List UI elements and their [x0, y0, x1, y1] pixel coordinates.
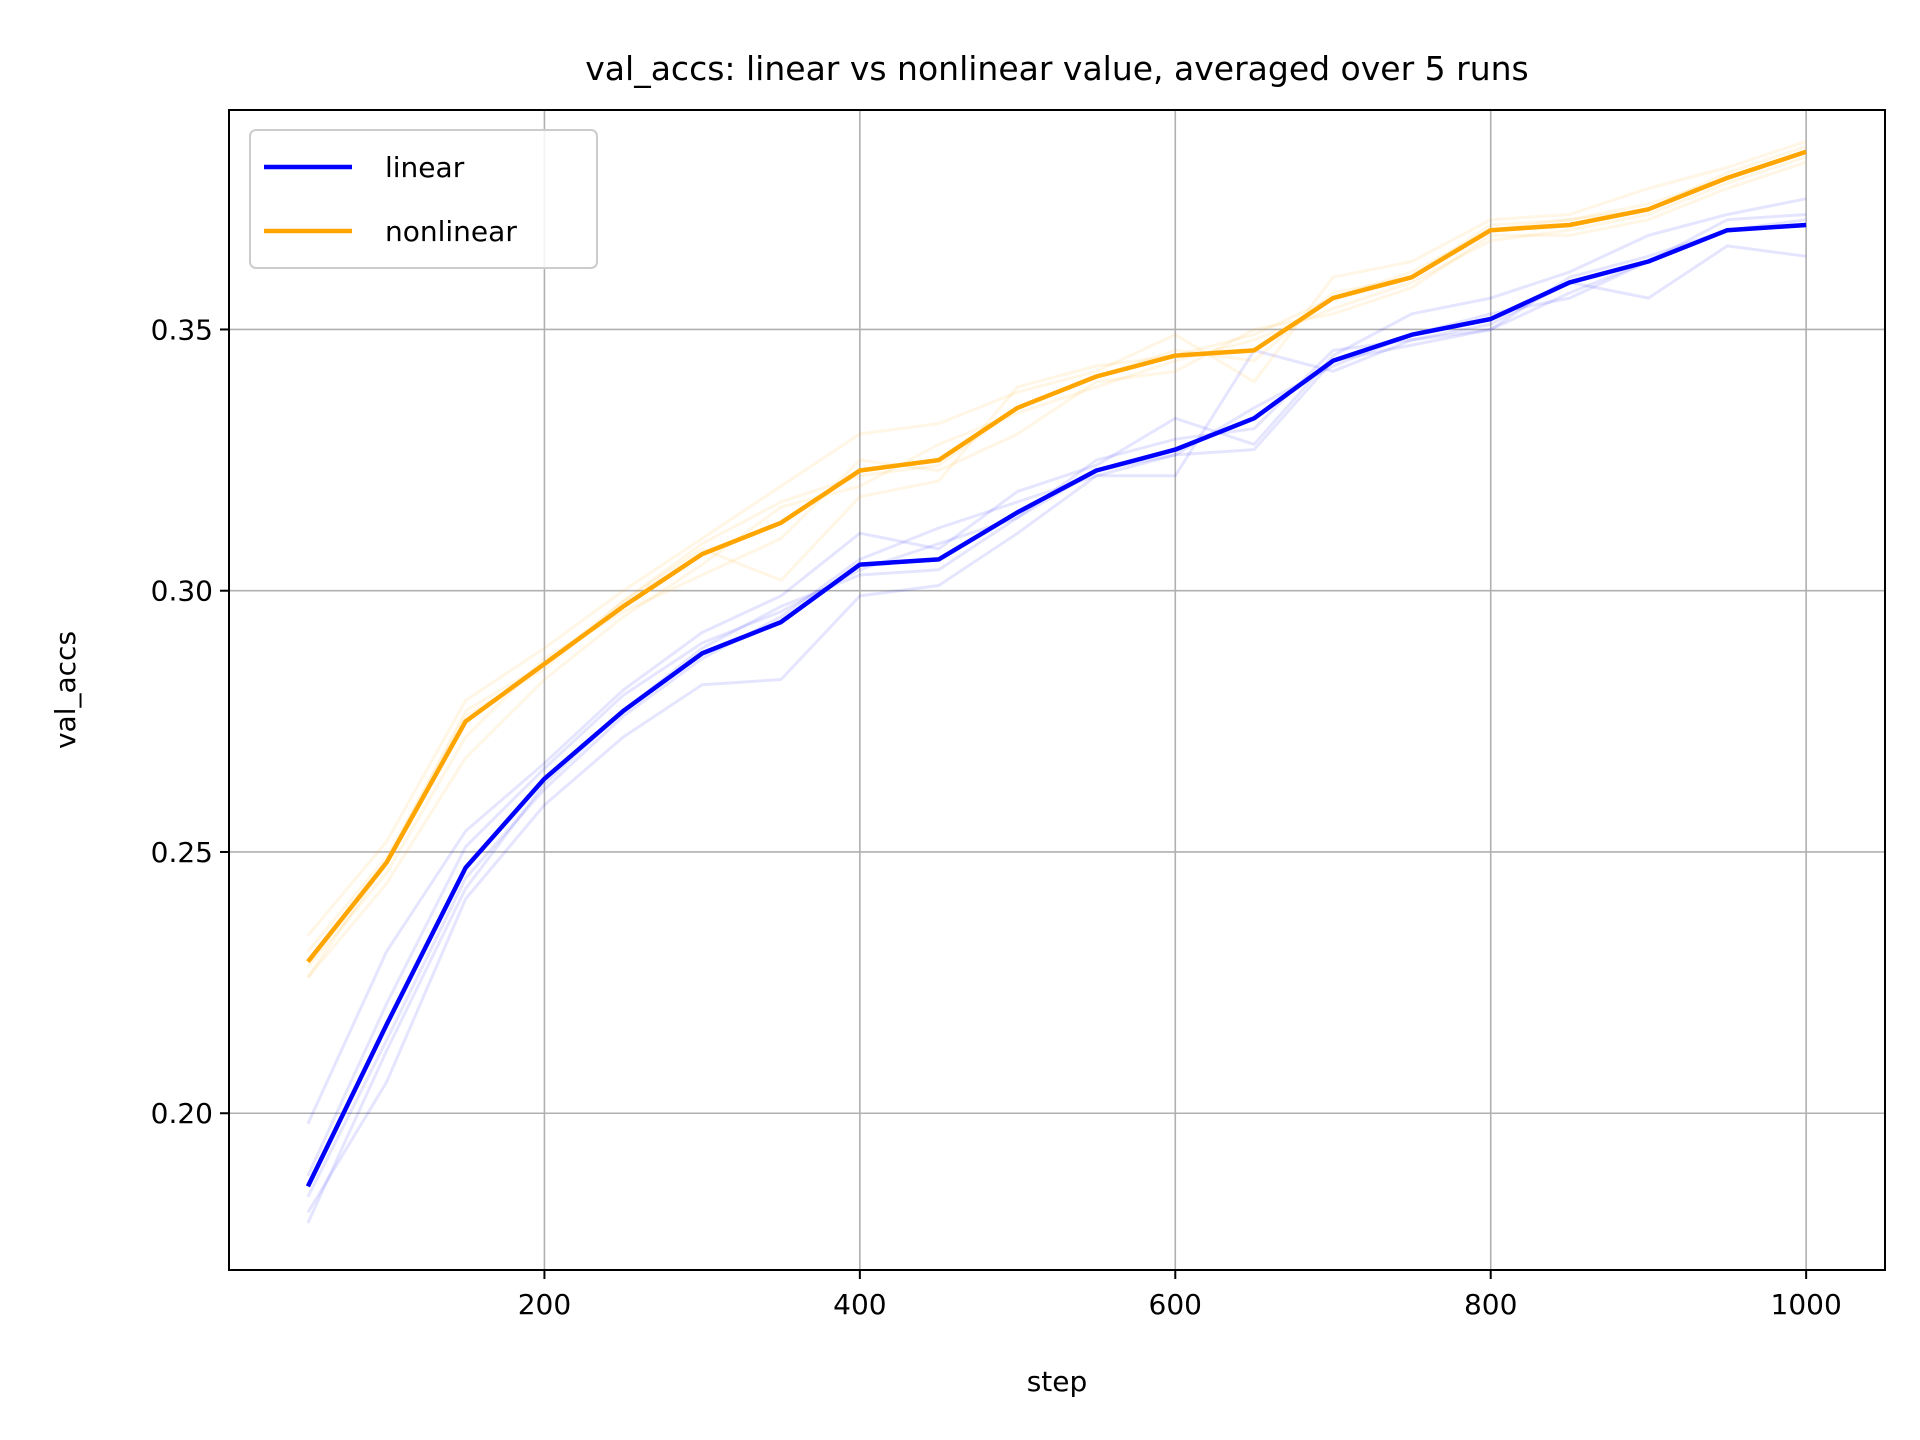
run-line-nonlinear-3: [306, 145, 1807, 953]
y-tick-label: 0.35: [151, 313, 213, 346]
run-line-nonlinear-4: [306, 160, 1807, 968]
run-line-linear-4: [306, 218, 1807, 1224]
grid-lines: [229, 110, 1885, 1270]
chart-title: val_accs: linear vs nonlinear value, ave…: [585, 49, 1528, 88]
series-lines: [305, 149, 1807, 1188]
legend-label-linear: linear: [385, 151, 465, 184]
run-line-nonlinear-2: [306, 155, 1807, 979]
run-line-linear-2: [306, 223, 1807, 1198]
x-tick-label: 200: [518, 1288, 571, 1321]
x-tick-label: 400: [833, 1288, 886, 1321]
y-tick-label: 0.25: [151, 836, 213, 869]
y-axis-label: val_accs: [49, 631, 82, 749]
run-lines: [306, 139, 1807, 1224]
legend-box: [249, 129, 598, 269]
x-tick-label: 1000: [1771, 1288, 1842, 1321]
x-tick-label: 600: [1149, 1288, 1202, 1321]
y-axis-ticks: 0.20 0.25 0.30 0.35: [151, 313, 229, 1130]
run-line-nonlinear-1: [306, 139, 1807, 937]
y-tick-label: 0.30: [151, 575, 213, 608]
y-tick-label: 0.20: [151, 1097, 213, 1130]
plot-area-frame: [228, 109, 1886, 1271]
run-line-linear-5: [306, 213, 1807, 1177]
x-tick-label: 800: [1464, 1288, 1517, 1321]
x-axis-ticks: 200 400 600 800 1000: [518, 1270, 1842, 1321]
x-axis-label: step: [1027, 1365, 1088, 1398]
legend-label-nonlinear: nonlinear: [385, 215, 517, 248]
run-line-linear-1: [306, 197, 1807, 1125]
series-line-linear: [305, 222, 1807, 1188]
series-line-nonlinear: [306, 149, 1807, 964]
legend: linear nonlinear: [249, 129, 598, 269]
